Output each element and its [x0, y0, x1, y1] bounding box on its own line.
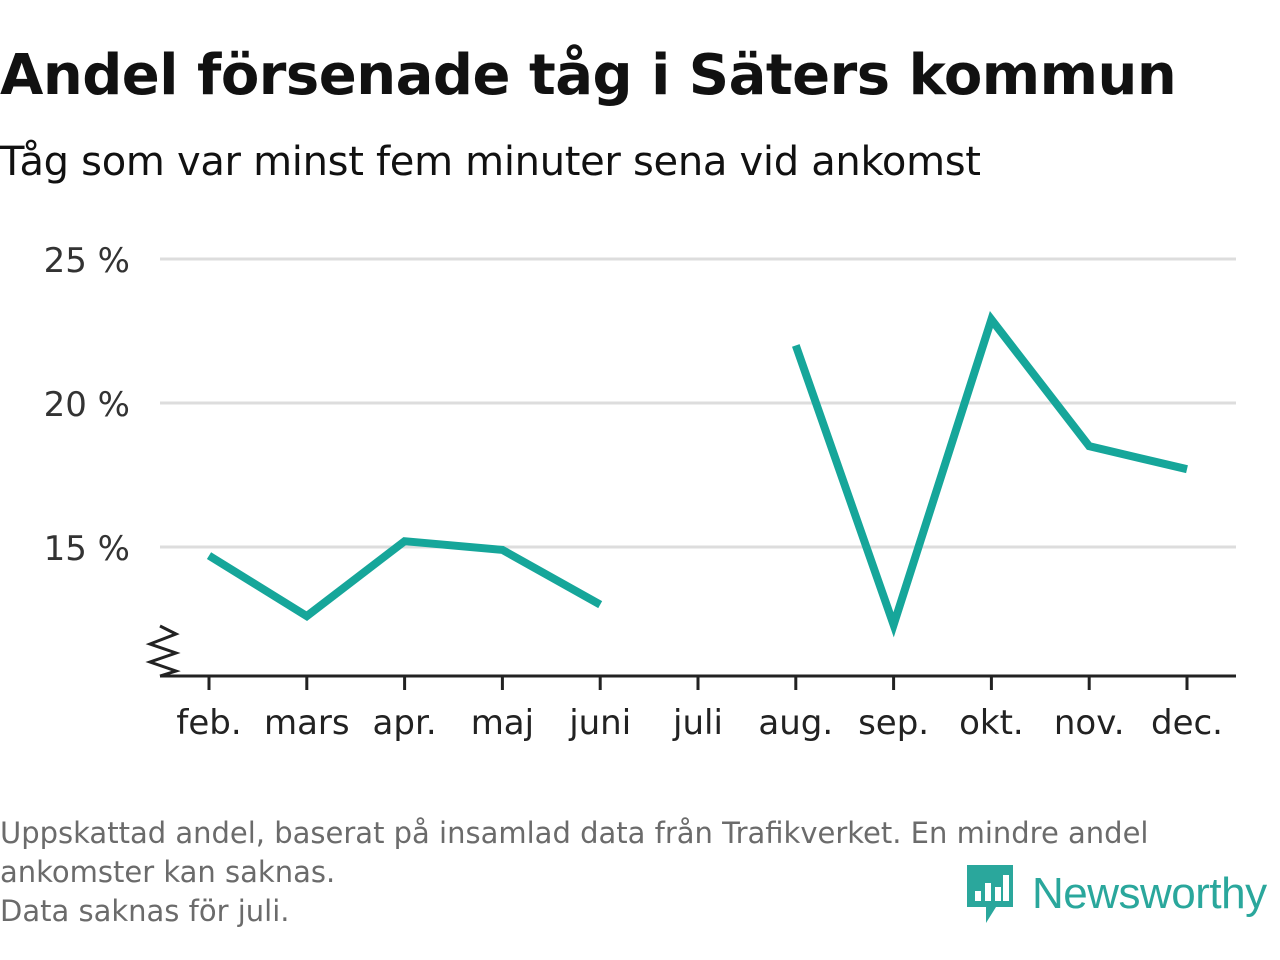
x-tick-label: juli: [672, 703, 723, 743]
series-line: [206, 537, 603, 621]
y-tick-label: 20 %: [44, 385, 130, 425]
chart-subtitle: Tåg som var minst fem minuter sena vid a…: [0, 139, 981, 185]
footnote-missing-data: Data saknas för juli.: [0, 894, 290, 928]
x-tick-label: aug.: [758, 703, 833, 743]
x-axis: [145, 624, 1236, 690]
series-lines: [206, 311, 1188, 638]
x-tick-label: dec.: [1151, 703, 1223, 743]
footnote: Uppskattad andel, baserat på insamlad da…: [0, 814, 1262, 931]
footnote-source: Uppskattad andel, baserat på insamlad da…: [0, 816, 1149, 889]
brand-logo: Newsworthy: [964, 862, 1267, 926]
chart-title: Andel försenade tåg i Säters kommun: [0, 43, 1177, 108]
axis-break-marker: [145, 624, 181, 678]
x-tick-label: mars: [264, 703, 350, 743]
gridlines: [160, 257, 1236, 549]
x-tick-label: juni: [568, 703, 631, 743]
x-tick-label: nov.: [1054, 703, 1125, 743]
y-tick-label: 25 %: [44, 241, 130, 281]
x-axis-tick-labels: feb. mars apr. maj juni juli aug. sep. okt. nov. d…: [176, 703, 1223, 743]
y-axis-tick-labels: 15 % 20 % 25 %: [44, 241, 130, 569]
x-tick-label: feb.: [176, 703, 241, 743]
x-tick-label: sep.: [858, 703, 929, 743]
brand-name: Newsworthy: [1032, 869, 1267, 918]
x-tick-label: okt.: [959, 703, 1024, 743]
series-line: [792, 311, 1188, 638]
x-tick-label: apr.: [373, 703, 437, 743]
x-tick-label: maj: [471, 703, 534, 743]
newsworthy-logo-icon: [967, 865, 1013, 923]
y-tick-label: 15 %: [44, 529, 130, 569]
